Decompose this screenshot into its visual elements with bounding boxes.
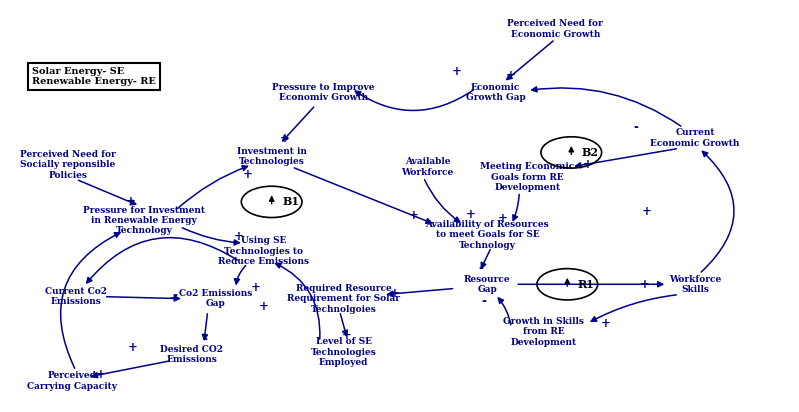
Text: Availability of Resources
to meet Goals for SE
Technology: Availability of Resources to meet Goals … (426, 220, 549, 250)
Text: +: + (601, 317, 611, 330)
Text: +: + (251, 281, 261, 294)
Text: +: + (507, 69, 516, 82)
Text: Growth in Skills
from RE
Development: Growth in Skills from RE Development (503, 317, 584, 346)
Text: +: + (125, 195, 135, 208)
Text: -: - (634, 121, 638, 134)
Text: -: - (481, 295, 487, 308)
Text: +: + (96, 368, 105, 381)
Text: Required Resource
Requirement for Solar
Technolgoies: Required Resource Requirement for Solar … (287, 284, 400, 314)
Text: Using SE
Technologies to
Reduce Emissions: Using SE Technologies to Reduce Emission… (218, 236, 309, 266)
Text: +: + (128, 341, 137, 353)
Text: +: + (233, 229, 244, 243)
Text: Perceived Need for
Economic Growth: Perceived Need for Economic Growth (507, 19, 603, 39)
Text: +: + (642, 205, 651, 218)
Text: Meeting Economic
Goals form RE
Development: Meeting Economic Goals form RE Developme… (480, 162, 574, 192)
Text: +: + (582, 157, 592, 171)
Text: Available
Workforce: Available Workforce (401, 157, 454, 177)
Text: Solar Energy- SE
Renewable Energy- RE: Solar Energy- SE Renewable Energy- RE (32, 66, 156, 86)
Text: +: + (280, 132, 290, 145)
Text: Pressure to Improve
Economiv Growth: Pressure to Improve Economiv Growth (272, 83, 375, 103)
Text: Desired CO2
Emissions: Desired CO2 Emissions (161, 344, 223, 364)
Text: +: + (409, 209, 419, 222)
Text: +: + (341, 329, 352, 342)
Text: +: + (639, 278, 650, 291)
Text: +: + (389, 287, 400, 300)
Text: +: + (466, 208, 475, 221)
Text: +: + (243, 169, 252, 181)
Text: Perceived Need for
Socially reponsible
Policies: Perceived Need for Socially reponsible P… (20, 150, 116, 180)
Text: +: + (498, 213, 508, 225)
Text: Level of SE
Technologies
Employed: Level of SE Technologies Employed (311, 337, 376, 367)
Text: +: + (259, 300, 268, 314)
Text: B2: B2 (582, 147, 599, 158)
Text: Current
Economic Growth: Current Economic Growth (650, 128, 740, 148)
Text: Workforce
Skills: Workforce Skills (669, 274, 721, 294)
Text: -: - (172, 289, 177, 302)
Text: -: - (169, 292, 174, 305)
Text: -: - (202, 332, 207, 346)
Text: +: + (452, 65, 462, 78)
Text: Current Co2
Emissions: Current Co2 Emissions (45, 287, 107, 307)
Text: Resource
Gap: Resource Gap (464, 274, 511, 294)
Text: B1: B1 (282, 197, 300, 207)
Text: Economic
Growth Gap: Economic Growth Gap (466, 83, 525, 103)
Text: -: - (479, 262, 483, 275)
Text: R1: R1 (578, 279, 594, 290)
Text: Perceived
Carrying Capacity: Perceived Carrying Capacity (27, 371, 117, 391)
Text: Co2 Emissions
Gap: Co2 Emissions Gap (179, 289, 252, 309)
Text: Pressure for Investment
in Renewable Energy
Technology: Pressure for Investment in Renewable Ene… (83, 206, 205, 235)
Text: Investment in
Technologies: Investment in Technologies (237, 147, 307, 166)
